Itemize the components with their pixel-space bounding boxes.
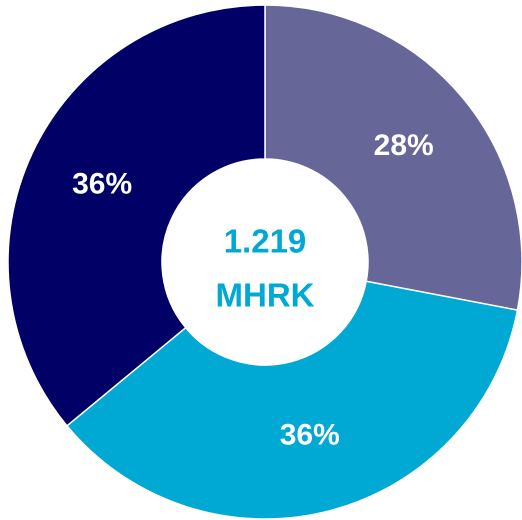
donut-slice — [7, 4, 266, 427]
slice-label: 28% — [374, 129, 434, 162]
slices — [7, 4, 522, 520]
slice-label: 36% — [72, 167, 132, 200]
center-label: 1.219 — [224, 223, 307, 260]
donut-slice — [65, 280, 519, 520]
labels: 28% 36% 36% — [72, 129, 434, 451]
slice-label: 36% — [280, 418, 340, 451]
center-label: MHRK — [216, 277, 315, 314]
